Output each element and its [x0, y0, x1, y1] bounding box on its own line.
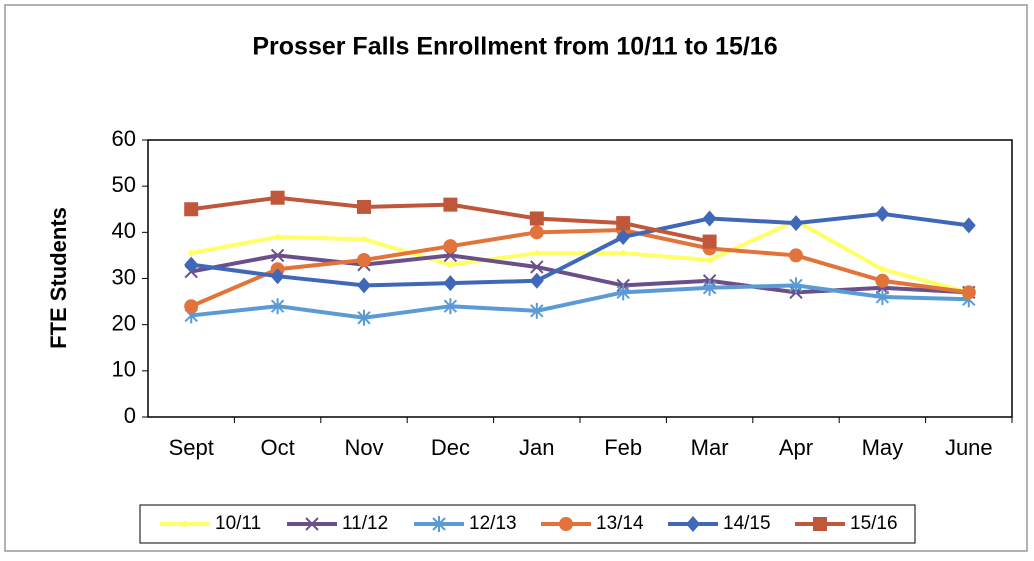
x-tick-label: Mar — [691, 435, 729, 460]
x-tick-label: Nov — [344, 435, 383, 460]
marker — [961, 217, 976, 234]
series-line — [190, 211, 970, 288]
series-line — [190, 283, 969, 320]
marker — [616, 216, 631, 231]
marker — [529, 225, 544, 240]
marker — [529, 211, 544, 226]
marker — [616, 284, 630, 301]
marker — [443, 298, 458, 315]
marker — [184, 202, 199, 217]
legend-label: 12/13 — [469, 513, 517, 534]
marker — [443, 197, 458, 212]
chart-title: Prosser Falls Enrollment from 10/11 to 1… — [252, 33, 777, 61]
legend-label: 15/16 — [850, 513, 898, 534]
marker — [447, 261, 454, 268]
marker — [533, 250, 540, 257]
y-tick-label: 0 — [124, 403, 136, 428]
x-tick-label: Dec — [431, 435, 470, 460]
marker — [702, 279, 717, 296]
marker — [357, 309, 371, 326]
series-line — [190, 228, 970, 309]
y-tick-label: 60 — [112, 126, 136, 151]
x-tick-label: Oct — [260, 435, 294, 460]
marker — [270, 248, 285, 263]
marker — [559, 517, 573, 531]
x-tick-label: June — [945, 435, 993, 460]
y-tick-label: 50 — [112, 172, 136, 197]
x-tick-label: Apr — [779, 435, 813, 460]
legend-label: 11/12 — [342, 513, 388, 534]
marker — [361, 236, 367, 243]
legend-label: 10/11 — [215, 513, 261, 534]
marker — [305, 517, 319, 531]
legend-label: 13/14 — [596, 513, 644, 534]
marker — [529, 272, 544, 289]
marker — [184, 299, 199, 314]
x-tick-label: Sept — [169, 435, 214, 460]
y-tick-label: 10 — [112, 357, 136, 382]
marker — [188, 250, 195, 257]
marker — [875, 288, 890, 305]
marker — [182, 521, 188, 527]
marker — [443, 239, 458, 254]
legend — [139, 504, 916, 544]
marker — [443, 275, 458, 292]
chart-frame — [4, 4, 1028, 552]
y-tick-label: 20 — [112, 310, 136, 335]
y-tick-label: 40 — [112, 218, 136, 243]
marker — [706, 257, 713, 264]
marker — [789, 248, 803, 263]
y-tick-label: 30 — [112, 264, 136, 289]
marker — [432, 516, 446, 532]
marker — [270, 268, 285, 285]
marker — [702, 210, 717, 227]
marker — [270, 298, 285, 315]
marker — [530, 302, 544, 319]
marker — [875, 273, 890, 288]
marker — [961, 285, 976, 300]
marker — [620, 250, 627, 257]
x-tick-label: May — [862, 435, 904, 460]
marker — [875, 205, 890, 222]
marker — [789, 277, 803, 294]
legend-label: 14/15 — [723, 513, 771, 534]
marker — [270, 190, 285, 205]
marker — [686, 516, 700, 532]
marker — [789, 215, 803, 232]
marker — [813, 517, 827, 531]
y-axis-label: FTE Students — [46, 207, 71, 349]
marker — [357, 277, 371, 294]
marker — [357, 199, 371, 214]
series-line — [190, 218, 970, 295]
marker — [274, 233, 281, 240]
marker — [879, 266, 886, 273]
x-tick-label: Feb — [604, 435, 642, 460]
x-tick-label: Jan — [519, 435, 554, 460]
marker — [357, 253, 371, 268]
marker — [530, 260, 544, 274]
marker — [702, 234, 717, 249]
marker — [616, 228, 631, 245]
marker — [184, 256, 199, 273]
